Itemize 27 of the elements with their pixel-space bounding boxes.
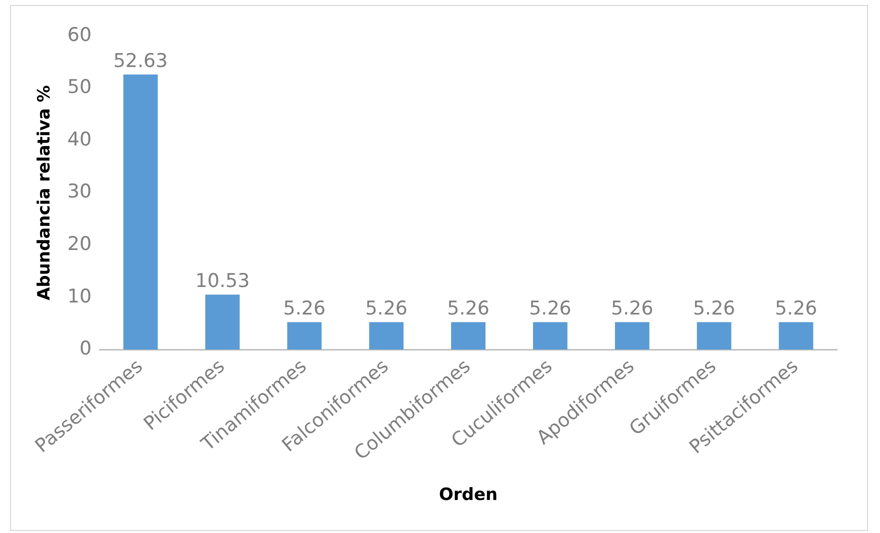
data-label: 52.63 (113, 50, 168, 72)
bar (123, 74, 158, 350)
y-tick-label: 50 (67, 76, 92, 98)
bar (287, 322, 322, 350)
data-label: 5.26 (774, 298, 818, 320)
bar (614, 322, 650, 350)
data-label: 10.53 (195, 270, 250, 292)
data-label: 5.26 (692, 298, 736, 320)
bar (451, 322, 486, 350)
y-tick-label: 30 (67, 180, 92, 203)
bar (205, 294, 240, 350)
data-label: 5.26 (365, 298, 408, 320)
y-axis-title: Abundancia relativa % (34, 85, 55, 300)
x-axis-title: Orden (438, 485, 498, 506)
y-tick-label: 0 (79, 338, 92, 360)
y-tick-label: 60 (67, 24, 92, 46)
bar (778, 322, 814, 350)
bar (533, 322, 568, 350)
data-label: 5.26 (447, 298, 490, 320)
bar (369, 322, 404, 350)
data-label: 5.26 (283, 298, 326, 320)
data-label: 5.26 (529, 298, 572, 320)
bar (696, 322, 732, 350)
y-tick-label: 20 (67, 233, 92, 256)
y-tick-label: 10 (67, 285, 92, 308)
data-label: 5.26 (611, 298, 654, 320)
y-tick-label: 40 (67, 128, 92, 150)
